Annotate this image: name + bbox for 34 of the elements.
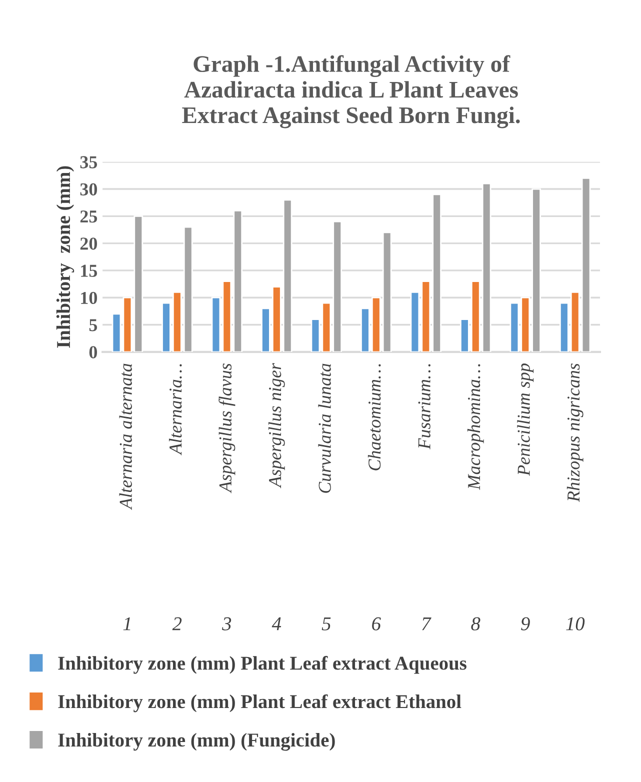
y-tick-label: 10 [81,292,98,304]
x-tick-label: Aspergillus niger [268,362,285,488]
text: 8 [471,617,480,630]
x-tick-label: Alternaria alternata [119,364,132,510]
x-tick-label: Penicillium spp [517,364,534,476]
text: 2 [172,617,182,630]
text: 5 [322,617,331,630]
text: 4 [272,617,282,630]
y-axis-title: Inhibitory zone (mm) [56,166,74,348]
x-tick-label: Macrophomina… [467,364,484,490]
text: 7 [422,617,432,630]
y-tick-label: 30 [80,183,98,196]
y-tick-label: 35 [80,156,98,168]
x-tick-label: Chaetomium… [368,364,381,470]
legend-label: Inhibitory zone (mm) Plant Leaf extract Aqueous [58,656,466,674]
y-tick-label: 0 [89,346,98,358]
legend-label: Inhibitory zone (mm) (Fungicide) [58,732,335,751]
y-tick-label: 25 [80,210,98,223]
legend-label: Inhibitory zone (mm) Plant Leaf extract Ethanol [58,694,462,712]
x-tick-label: Curvularia lunata [318,364,331,493]
x-tick-label: Fusarium… [418,364,430,450]
chart-title: Graph -1.Antifungal Activity of Azadiracta indica L Plant Leaves Extract Against Seed Born Fungi. [182,55,520,128]
x-tick-label: Alternaria… [168,364,182,456]
text: 6 [372,617,381,630]
text: 1 [123,617,130,630]
y-tick-label: 20 [80,238,98,250]
y-tick-label: 5 [89,319,98,332]
bar [112,313,122,352]
x-tick-label: Aspergillus flavus [218,364,236,494]
x-tick-label: Rhizopus nigricans [566,364,584,502]
text: 9 [521,617,530,630]
text: 10 [566,617,585,630]
text: 3 [222,617,232,630]
y-tick-label: 15 [81,264,98,277]
